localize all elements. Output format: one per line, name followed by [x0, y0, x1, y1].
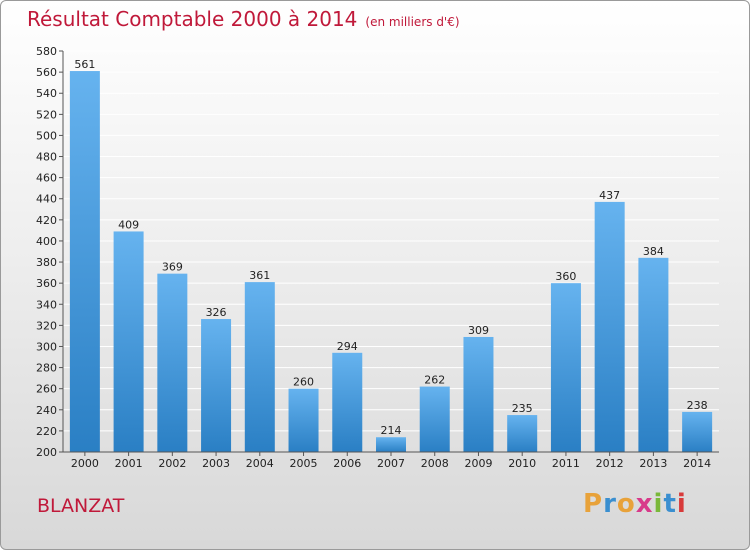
- bars: [69, 71, 713, 453]
- bar-value-label: 262: [424, 374, 445, 387]
- logo-letter: x: [635, 489, 654, 519]
- logo-letter: i: [676, 489, 687, 519]
- y-axis-ticks: 200 220 240 260 280 300 320 340 360 380 400 420 440 4…: [36, 45, 63, 459]
- x-tick-label: 2012: [596, 457, 624, 470]
- x-tick-label: 2013: [639, 457, 667, 470]
- x-tick-label: 2006: [333, 457, 361, 470]
- bar-value-label: 360: [555, 270, 576, 283]
- bar: [288, 388, 319, 452]
- bar-value-label: 260: [293, 376, 314, 389]
- bar-value-label: 235: [512, 402, 533, 415]
- bar-value-label: 294: [337, 340, 358, 353]
- y-tick-label: 240: [36, 404, 57, 417]
- bar-value-label: 326: [206, 306, 227, 319]
- bar: [682, 411, 713, 452]
- x-tick-label: 2002: [158, 457, 186, 470]
- chart-subtitle: (en milliers d'€): [365, 15, 460, 29]
- bar-value-label: 561: [74, 58, 95, 71]
- y-tick-label: 340: [36, 298, 57, 311]
- bar: [419, 386, 450, 452]
- x-tick-label: 2001: [115, 457, 143, 470]
- bar-value-label: 238: [687, 399, 708, 412]
- y-tick-label: 360: [36, 277, 57, 290]
- bar-value-label: 309: [468, 324, 489, 337]
- x-tick-label: 2010: [508, 457, 536, 470]
- bar-value-label: 214: [381, 424, 402, 437]
- bar-value-label: 384: [643, 245, 664, 258]
- bar: [69, 71, 100, 453]
- y-tick-label: 300: [36, 340, 57, 353]
- bar-value-label: 361: [249, 269, 270, 282]
- x-tick-label: 2000: [71, 457, 99, 470]
- x-tick-label: 2011: [552, 457, 580, 470]
- town-name: BLANZAT: [37, 495, 125, 517]
- y-tick-label: 460: [36, 172, 57, 185]
- bar: [463, 336, 494, 452]
- logo-letter: r: [603, 489, 617, 519]
- y-tick-label: 560: [36, 66, 57, 79]
- bar: [244, 282, 275, 452]
- y-tick-label: 380: [36, 256, 57, 269]
- y-tick-label: 500: [36, 129, 57, 142]
- bar: [638, 257, 669, 452]
- y-tick-label: 400: [36, 235, 57, 248]
- y-tick-label: 420: [36, 214, 57, 227]
- bar: [332, 352, 363, 452]
- logo-letter: i: [653, 489, 664, 519]
- x-axis-ticks: 2000 2001 2002 2003 2004 2005 2006 2007 2008 2009…: [71, 452, 711, 470]
- y-tick-label: 320: [36, 319, 57, 332]
- x-tick-label: 2007: [377, 457, 405, 470]
- y-tick-label: 440: [36, 193, 57, 206]
- bar: [376, 437, 406, 452]
- bar: [550, 283, 581, 452]
- bar: [201, 319, 232, 452]
- y-tick-label: 480: [36, 151, 57, 164]
- x-tick-label: 2008: [421, 457, 449, 470]
- bar: [113, 231, 144, 452]
- value-labels: 561 409 369 326 361 260 294 214 262 309 235 360 437 3…: [74, 58, 707, 437]
- y-tick-label: 280: [36, 362, 57, 375]
- chart-title: Résultat Comptable 2000 à 2014 (en millie…: [27, 7, 460, 31]
- x-tick-label: 2009: [464, 457, 492, 470]
- bar-value-label: 437: [599, 189, 620, 202]
- bar: [507, 415, 538, 452]
- bar: [594, 201, 625, 452]
- x-tick-label: 2005: [290, 457, 318, 470]
- bar-value-label: 369: [162, 261, 183, 274]
- y-tick-label: 520: [36, 108, 57, 121]
- logo-letter: P: [583, 489, 604, 519]
- y-tick-label: 220: [36, 425, 57, 438]
- x-tick-label: 2003: [202, 457, 230, 470]
- x-tick-label: 2004: [246, 457, 274, 470]
- y-tick-label: 260: [36, 383, 57, 396]
- bar: [157, 273, 188, 452]
- bar-value-label: 409: [118, 218, 139, 231]
- y-tick-label: 200: [36, 446, 57, 459]
- proxiti-logo: Proxiti: [583, 489, 687, 519]
- y-tick-label: 540: [36, 87, 57, 100]
- logo-letter: o: [616, 489, 636, 519]
- chart-title-text: Résultat Comptable 2000 à 2014: [27, 7, 358, 31]
- x-tick-label: 2014: [683, 457, 711, 470]
- y-tick-label: 580: [36, 45, 57, 58]
- logo-letter: t: [663, 489, 677, 519]
